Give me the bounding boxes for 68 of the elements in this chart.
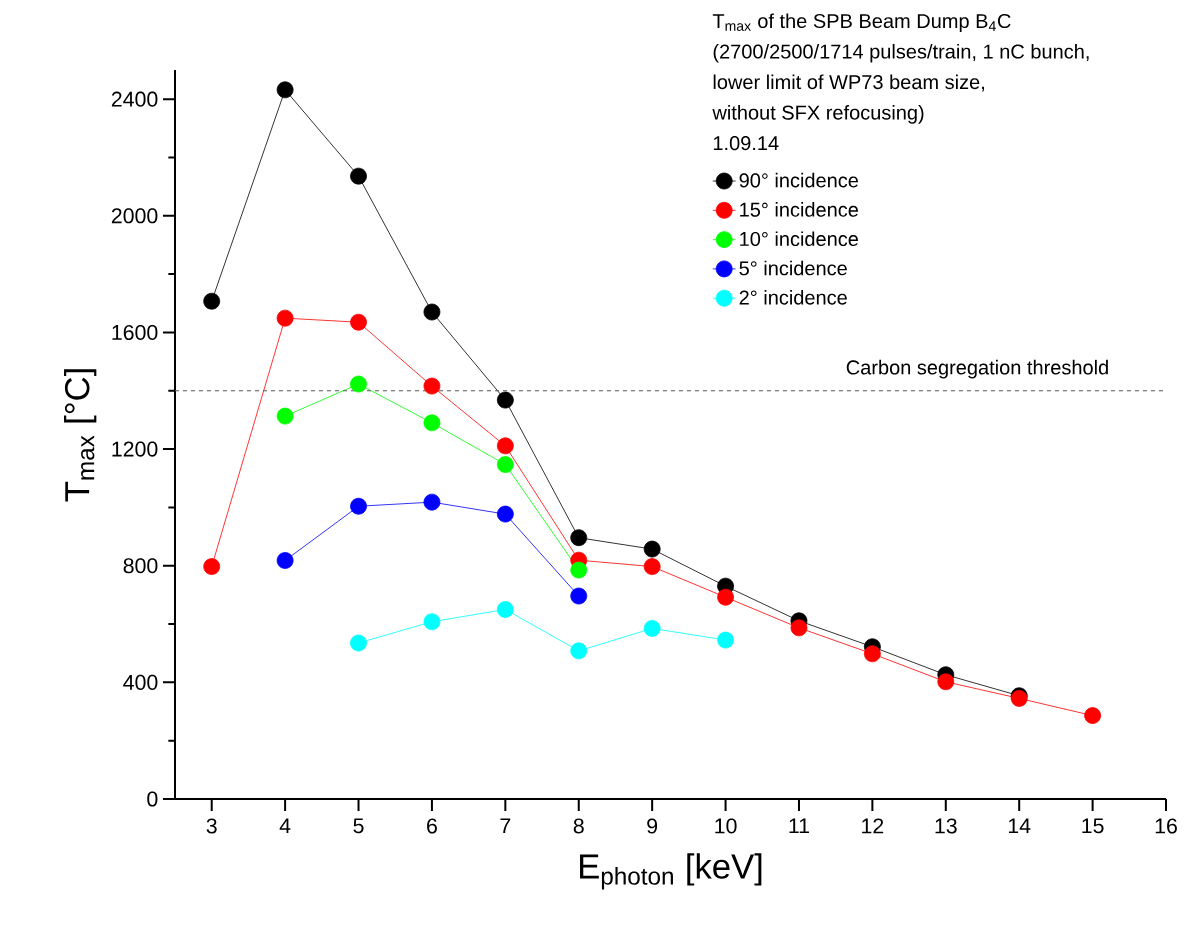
point: [496, 391, 514, 409]
point: [570, 642, 588, 660]
x-tick-label: 5: [353, 818, 364, 834]
point: [276, 309, 294, 327]
point: [350, 313, 367, 331]
y-tick-label: 1200: [112, 441, 158, 457]
x-tick-label: 8: [573, 818, 584, 834]
y-tick-label: 400: [123, 674, 158, 690]
point: [717, 631, 734, 649]
point: [423, 613, 441, 631]
point: [570, 587, 588, 605]
legend-title: T$_{max}$ of the SPB Beam Dump B$_{4}$C: [712, 13, 1011, 33]
point: [276, 552, 294, 569]
point: [423, 303, 441, 321]
point: [350, 167, 367, 185]
x-axis-title: E$_{photon}$ [keV]: [580, 853, 762, 890]
point: [790, 619, 808, 637]
legend-label: 2° incidence: [739, 289, 847, 305]
point: [570, 529, 588, 547]
point: [863, 645, 881, 663]
legend-label: 10° incidence: [740, 231, 858, 247]
point: [717, 588, 734, 606]
point: [496, 601, 514, 618]
point: [203, 558, 221, 575]
annotation: 1.09.14: [713, 136, 779, 151]
point: [423, 414, 441, 432]
point: [496, 505, 514, 523]
annotation: without SFX refocusing): [712, 104, 924, 124]
x-tick-label: 3: [206, 818, 217, 834]
x-tick-label: 6: [427, 818, 437, 834]
point: [423, 377, 441, 395]
point: [276, 407, 294, 425]
point: [570, 561, 588, 579]
point: [937, 673, 955, 691]
ref-line-label: Carbon segregation threshold: [846, 359, 1108, 379]
y-tick-label: 800: [123, 558, 158, 574]
x-tick-label: 4: [279, 818, 291, 834]
point: [496, 456, 514, 473]
point: [1084, 707, 1102, 724]
y-tick-label: 1600: [112, 324, 158, 340]
y-tick-label: 0: [147, 791, 158, 807]
x-tick-label: 16: [1155, 818, 1177, 834]
y-axis-title: T$_{max}$ [°C]: [64, 369, 97, 502]
point: [350, 375, 367, 393]
x-tick-label: 13: [935, 818, 957, 834]
y-tick-label: 2000: [111, 208, 158, 224]
point: [643, 558, 661, 575]
point: [423, 493, 441, 511]
x-tick-label: 9: [647, 818, 658, 834]
point: [496, 437, 514, 455]
x-tick-label: 11: [789, 818, 809, 834]
point: [350, 634, 367, 652]
point: [276, 81, 294, 99]
x-tick-label: 14: [1008, 818, 1031, 834]
x-tick-label: 15: [1082, 818, 1104, 834]
point: [350, 497, 367, 515]
annotation: lower limit of WP73 beam size,: [713, 74, 984, 92]
point: [643, 540, 661, 558]
point: [203, 292, 221, 310]
x-tick-label: 12: [862, 818, 884, 834]
x-tick-label: 7: [500, 818, 511, 834]
legend-label: 90° incidence: [739, 172, 858, 188]
y-tick-label: 2400: [111, 91, 158, 107]
point: [643, 620, 661, 637]
legend-label: 15° incidence: [740, 202, 858, 217]
x-tick-label: 10: [715, 818, 737, 834]
legend-label: 5° incidence: [739, 260, 847, 276]
text: (2700/2500/1714 pulses/train, 1 nC bunch,: [713, 43, 1089, 63]
